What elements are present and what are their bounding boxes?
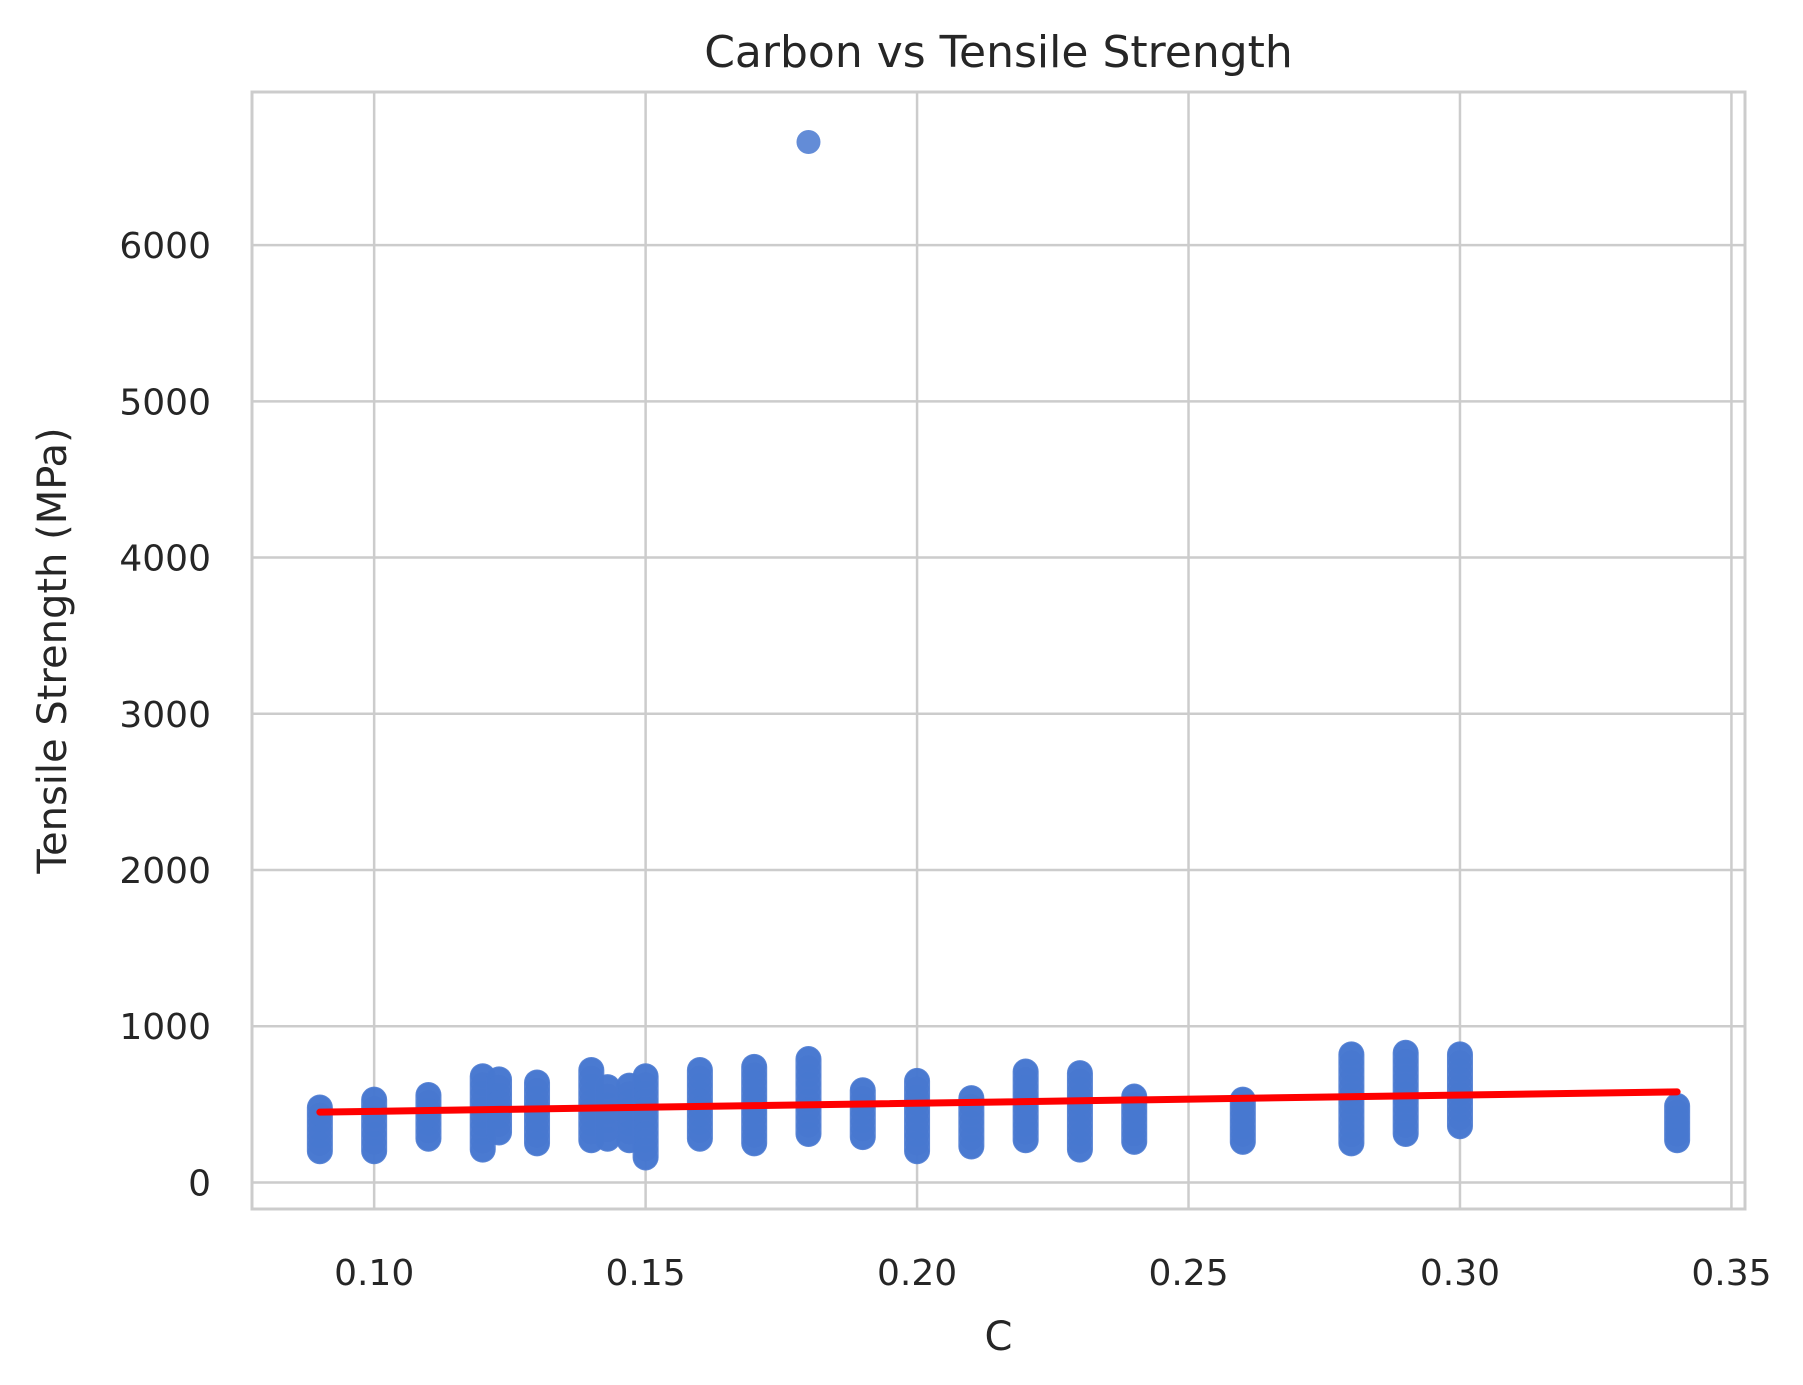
- scatter-point: [959, 1134, 984, 1159]
- x-tick-label: 0.10: [334, 1253, 414, 1294]
- x-tick-label: 0.20: [877, 1253, 957, 1294]
- y-tick-label: 1000: [119, 1007, 211, 1048]
- scatter-point: [1665, 1128, 1690, 1153]
- scatter-point: [1230, 1129, 1255, 1154]
- y-tick-label: 5000: [119, 382, 211, 423]
- x-tick-label: 0.25: [1148, 1253, 1228, 1294]
- scatter-point: [1447, 1114, 1472, 1139]
- y-tick-label: 2000: [119, 851, 211, 892]
- scatter-point: [470, 1137, 495, 1162]
- scatter-point: [307, 1139, 332, 1164]
- scatter-point: [742, 1131, 767, 1156]
- plot-frame: [250, 90, 1747, 1211]
- y-tick-label: 6000: [119, 226, 211, 267]
- x-tick-label: 0.35: [1691, 1253, 1771, 1294]
- y-tick-label: 4000: [119, 539, 211, 580]
- scatter-point-outlier: [796, 129, 821, 154]
- scatter-point: [525, 1131, 550, 1156]
- scatter-point: [796, 1122, 821, 1147]
- grid: [252, 92, 1745, 1209]
- scatter-point: [595, 1126, 620, 1151]
- scatter-point: [1067, 1137, 1092, 1162]
- scatter-point: [1393, 1122, 1418, 1147]
- y-tick-label: 0: [188, 1163, 211, 1204]
- y-tick-labels: 0 1000 2000 3000 4000 5000 6000: [119, 226, 211, 1204]
- scatter-point: [850, 1125, 875, 1150]
- scatter-point: [1339, 1131, 1364, 1156]
- scatter-point: [416, 1126, 441, 1151]
- scatter-point: [687, 1126, 712, 1151]
- scatter-point: [1013, 1128, 1038, 1153]
- x-tick-label: 0.15: [606, 1253, 686, 1294]
- regression-line: [316, 1088, 1681, 1116]
- x-tick-label: 0.30: [1420, 1253, 1500, 1294]
- scatter-point: [905, 1139, 930, 1164]
- x-tick-labels: 0.10 0.15 0.20 0.25 0.30 0.35: [334, 1253, 1771, 1294]
- scatter-point: [362, 1139, 387, 1164]
- regression-line-group: [316, 1088, 1681, 1116]
- chart-title: Carbon vs Tensile Strength: [704, 27, 1293, 78]
- y-axis-label: Tensile Strength (MPa): [30, 427, 76, 874]
- x-axis-label: C: [985, 1314, 1013, 1360]
- scatter-point: [1122, 1129, 1147, 1154]
- y-tick-label: 3000: [119, 695, 211, 736]
- scatter-point: [487, 1120, 512, 1145]
- scatter-point: [633, 1145, 658, 1170]
